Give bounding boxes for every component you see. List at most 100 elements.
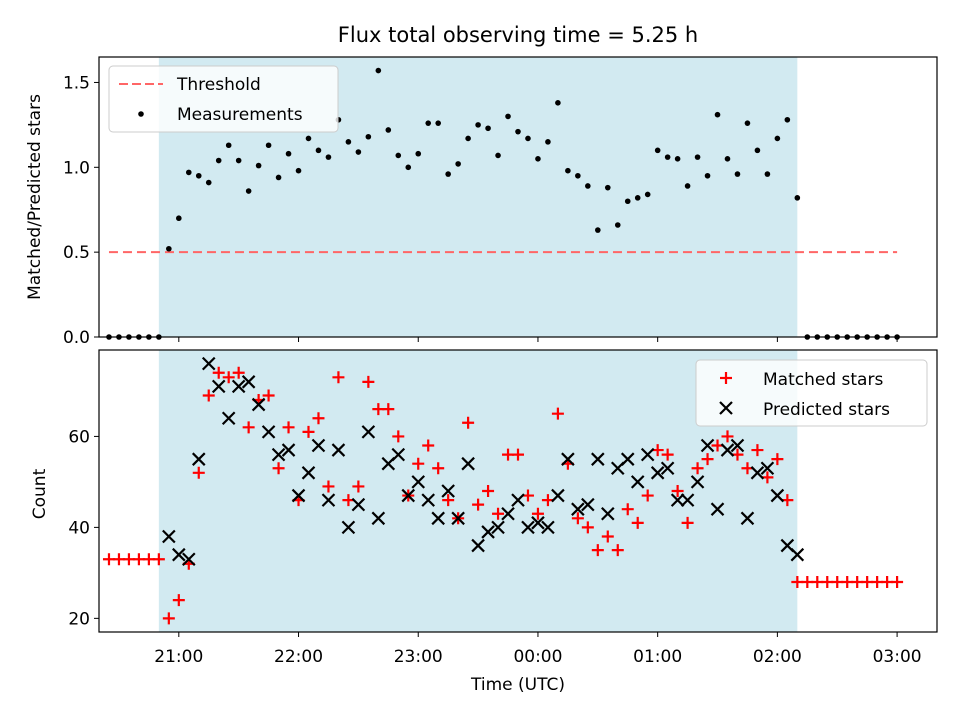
predicted-star-marker <box>591 452 605 466</box>
matched-star-marker <box>621 503 634 516</box>
matched-star-marker <box>571 512 584 525</box>
x-tick-label: 02:00 <box>753 647 802 667</box>
matched-star-marker <box>172 594 185 607</box>
matched-star-marker <box>661 448 674 461</box>
bottom-y-tick-label: 20 <box>68 609 90 629</box>
bottom-y-axis-label: Count <box>30 468 50 519</box>
measurement-point <box>714 111 721 118</box>
top-axis-ticks: 0.0 0.5 1.0 1.5 <box>63 73 898 348</box>
predicted-star-marker <box>760 461 775 476</box>
matched-star-marker <box>162 612 175 625</box>
matched-star-marker <box>212 366 225 379</box>
x-tick-label: 23:00 <box>394 647 443 667</box>
predicted-star-marker <box>640 447 655 462</box>
legend-measurements-swatch <box>138 111 144 117</box>
x-tick-label: 03:00 <box>873 647 922 667</box>
matched-star-marker <box>202 389 215 402</box>
predicted-star-marker <box>471 538 485 553</box>
predicted-star-marker <box>630 475 645 489</box>
observing-window-bottom <box>158 350 798 632</box>
measurement-point <box>225 142 232 149</box>
measurement-point <box>245 188 252 194</box>
x-tick-label: 22:00 <box>274 647 323 667</box>
measurement-point <box>624 198 631 205</box>
predicted-star-marker <box>581 497 595 512</box>
predicted-star-marker <box>191 452 206 466</box>
predicted-star-marker <box>491 520 505 535</box>
matched-star-marker <box>462 416 475 429</box>
measurement-points <box>106 67 900 340</box>
measurement-point <box>365 133 372 140</box>
measurement-point <box>385 127 392 133</box>
top-legend: Threshold Measurements <box>108 65 339 133</box>
predicted-star-marker <box>551 488 565 503</box>
matched-star-marker <box>302 425 315 438</box>
predicted-star-marker <box>521 520 535 535</box>
matched-star-marker <box>382 403 395 416</box>
predicted-star-marker <box>211 379 226 394</box>
matched-star-marker <box>751 444 764 457</box>
legend-matched-swatch <box>720 372 732 384</box>
measurement-point <box>375 67 382 74</box>
measurement-point <box>275 174 282 181</box>
matched-star-marker <box>232 366 245 379</box>
measurement-point <box>634 195 641 201</box>
matched-star-marker <box>272 462 285 475</box>
measurement-point <box>744 120 751 126</box>
predicted-star-marker <box>421 493 435 507</box>
predicted-star-marker <box>261 425 276 439</box>
top-legend-box <box>108 65 339 133</box>
measurement-point <box>604 184 611 191</box>
predicted-star-marker <box>561 452 575 466</box>
matched-star-marker <box>591 544 604 557</box>
top-y-tick-label: 0.5 <box>63 243 90 263</box>
matched-star-marker <box>891 575 904 588</box>
measurement-point <box>694 154 701 160</box>
measurement-point <box>176 215 182 222</box>
legend-predicted-swatch <box>719 401 733 415</box>
measurement-point <box>784 116 791 123</box>
top-axes-frame <box>98 56 938 338</box>
measurement-point <box>395 152 402 159</box>
measurement-point <box>315 147 322 154</box>
matched-star-marker <box>262 389 275 402</box>
measurement-point <box>415 150 422 157</box>
matched-star-marker <box>222 371 235 384</box>
measurement-point <box>565 167 571 174</box>
predicted-star-marker <box>650 466 665 480</box>
measurement-point <box>205 179 212 186</box>
predicted-star-marker <box>351 497 366 512</box>
matched-star-marker <box>512 448 524 461</box>
bottom-axis-ticks: 20 40 60 21:00 22:00 23:00 00:00 01:00 02:00 03:0… <box>68 427 921 667</box>
legend-predicted-label: Predicted stars <box>763 400 890 420</box>
predicted-star-marker <box>481 525 495 539</box>
matched-star-marker <box>691 462 704 475</box>
matched-star-marker <box>392 430 405 443</box>
predicted-star-marker <box>361 425 376 439</box>
measurement-point <box>345 139 352 145</box>
predicted-star-marker <box>162 529 176 544</box>
measurement-point <box>195 172 202 179</box>
measurement-point <box>325 154 332 160</box>
measurement-point <box>475 122 481 128</box>
predicted-star-marker <box>531 516 545 530</box>
matched-star-marker <box>322 480 335 493</box>
measurement-point <box>764 171 771 177</box>
measurement-point <box>575 172 581 179</box>
predicted-star-marker <box>670 493 685 507</box>
measurement-point <box>285 150 292 157</box>
matched-star-marker <box>482 485 495 497</box>
measurement-point <box>674 156 681 162</box>
measurement-point <box>215 157 222 164</box>
top-y-tick-label: 1.5 <box>63 73 90 93</box>
x-axis-label: Time (UTC) <box>470 675 565 695</box>
predicted-star-marker <box>710 502 725 516</box>
measurement-point <box>295 167 302 174</box>
predicted-star-marker <box>501 506 515 521</box>
predicted-star-marker <box>201 356 216 371</box>
predicted-star-marker <box>720 443 735 457</box>
measurement-point <box>505 113 511 120</box>
predicted-star-marker <box>281 443 296 457</box>
predicted-star-marker <box>172 547 186 562</box>
